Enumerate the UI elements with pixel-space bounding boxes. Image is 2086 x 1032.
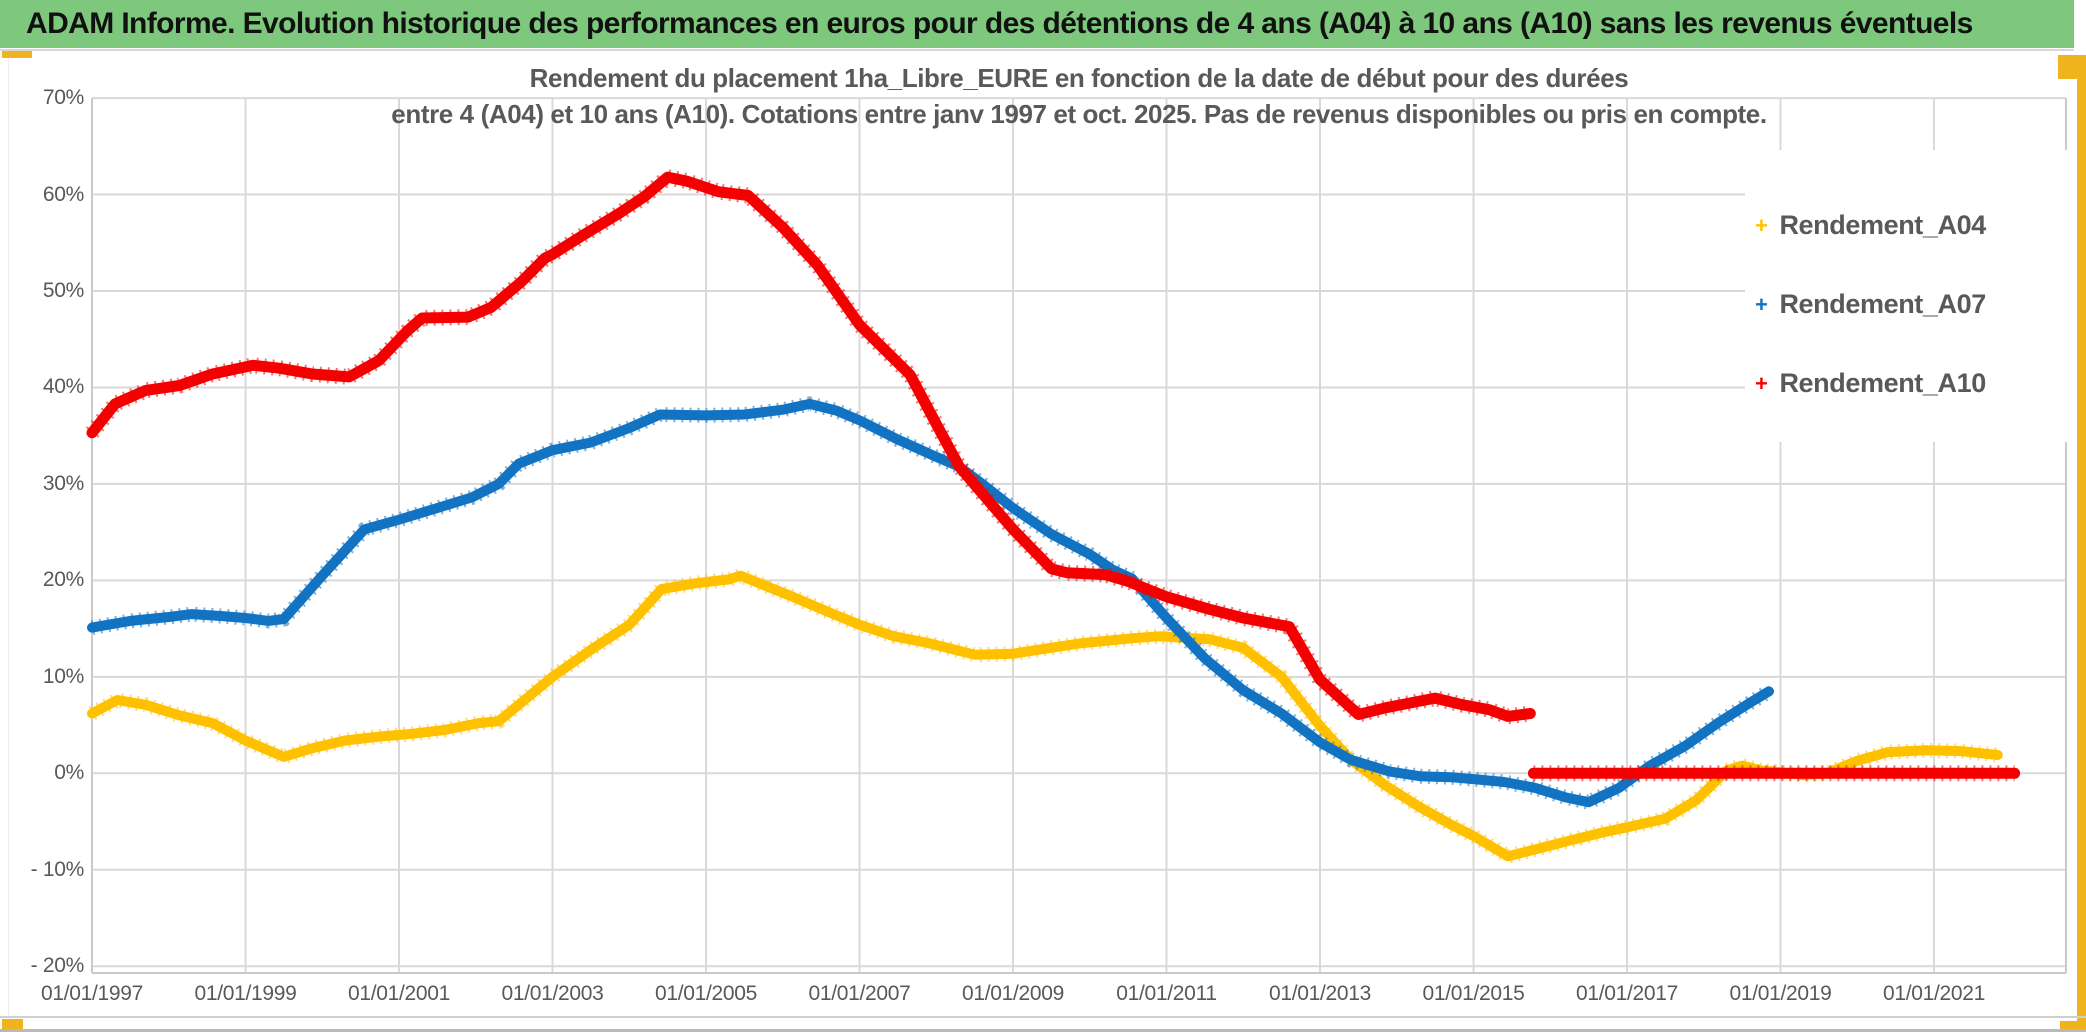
- x-tick-label-2007: 01/01/2007: [808, 982, 911, 1005]
- plus-marker-icon: +: [1755, 213, 1768, 238]
- y-tick-label--10: - 10%: [30, 857, 85, 881]
- x-tick-label-2001: 01/01/2001: [347, 982, 451, 1005]
- scroll-accent-bottom-left[interactable]: [2, 1019, 23, 1030]
- x-tick-label-2011: 01/01/2011: [1116, 982, 1217, 1005]
- legend-label: Rendement_A07: [1779, 289, 1986, 319]
- chart-title-line2: entre 4 (A04) et 10 ans (A10). Cotations…: [391, 99, 1767, 129]
- y-tick-label-30: 30%: [42, 471, 84, 495]
- y-tick-label-50: 50%: [42, 279, 84, 302]
- x-tick-label-2003: 01/01/2003: [501, 982, 604, 1005]
- y-tick-label-20: 20%: [42, 568, 84, 592]
- legend-label: Rendement_A04: [1779, 210, 1986, 240]
- x-tick-label-2019: 01/01/2019: [1729, 982, 1832, 1005]
- scroll-accent-bottom-right[interactable]: [2060, 1021, 2086, 1032]
- x-tick-label-2009: 01/01/2009: [961, 982, 1065, 1005]
- header-divider: [0, 49, 2074, 51]
- app-title: ADAM Informe. Evolution historique des p…: [26, 7, 1973, 40]
- series-line-0: [87, 570, 2003, 862]
- x-tick-label-2017: 01/01/2017: [1575, 982, 1679, 1005]
- legend-label: Rendement_A10: [1779, 368, 1986, 398]
- y-tick-label-0: 0%: [54, 761, 84, 785]
- x-tick-label-2021: 01/01/2021: [1882, 982, 1986, 1005]
- x-tick-label-2015: 01/01/2015: [1422, 982, 1525, 1005]
- legend-item-rendement-a04[interactable]: + Rendement_A04: [1755, 210, 1986, 241]
- y-tick-label--20: - 20%: [30, 954, 85, 978]
- scroll-accent-top-left[interactable]: [2, 51, 32, 58]
- bottom-divider: [0, 1016, 2086, 1018]
- x-tick-label-1997: 01/01/1997: [40, 982, 144, 1005]
- chart-title-line1: Rendement du placement 1ha_Libre_EURE en…: [529, 63, 1629, 93]
- y-tick-label-60: 60%: [42, 182, 84, 206]
- series-markers-0: [88, 567, 1999, 865]
- plus-marker-icon: +: [1755, 292, 1768, 317]
- y-tick-label-70: 70%: [42, 86, 84, 110]
- app-title-bar: ADAM Informe. Evolution historique des p…: [0, 0, 2074, 48]
- left-edge-line: [8, 52, 9, 1016]
- x-tick-label-1999: 01/01/1999: [194, 982, 297, 1005]
- chart-title: Rendement du placement 1ha_Libre_EURE en…: [92, 60, 2066, 132]
- x-tick-label-2005: 01/01/2005: [654, 982, 758, 1005]
- scroll-accent-top-right[interactable]: [2058, 55, 2086, 79]
- series-line-2: [86, 171, 1536, 722]
- plus-marker-icon: +: [1755, 371, 1768, 396]
- y-tick-label-10: 10%: [42, 664, 84, 688]
- chart-legend: + Rendement_A04 + Rendement_A07 + Rendem…: [1745, 150, 2067, 442]
- y-tick-label-40: 40%: [42, 375, 84, 399]
- vertical-scrollbar[interactable]: [2077, 55, 2086, 1032]
- window-bottom-edge: [0, 1029, 2086, 1032]
- x-tick-label-2013: 01/01/2013: [1268, 982, 1372, 1005]
- legend-item-rendement-a10[interactable]: + Rendement_A10: [1755, 368, 1986, 399]
- legend-item-rendement-a07[interactable]: + Rendement_A07: [1755, 289, 1986, 320]
